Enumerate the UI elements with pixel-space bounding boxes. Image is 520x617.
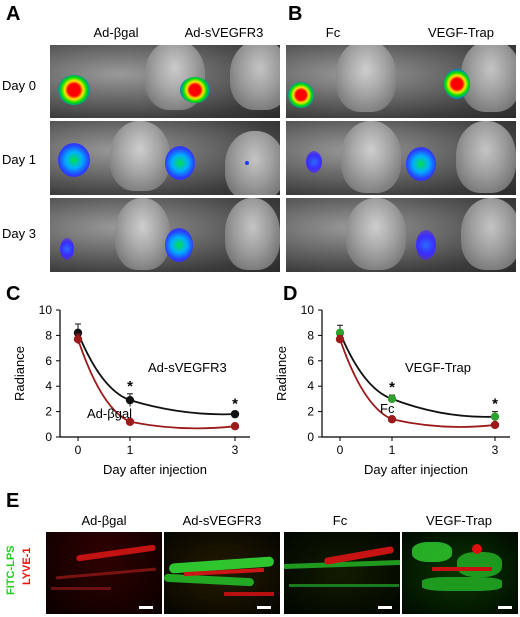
- fluorescence-image-fc: [284, 532, 400, 614]
- x-tick-label: 1: [127, 443, 134, 457]
- column-label-ad-bgal: Ad-βgal: [93, 25, 139, 40]
- y-axis-label: Radiance: [274, 346, 289, 401]
- y-tick-label: 10: [39, 303, 53, 317]
- significance-star: *: [232, 396, 238, 413]
- x-tick-label: 3: [232, 443, 239, 457]
- fluorescence-image-ad-bgal: [46, 532, 162, 614]
- column-label-vegf-trap: VEGF-Trap: [428, 25, 494, 40]
- panel-letter-d: D: [283, 283, 298, 305]
- column-label-e-fc: Fc: [332, 513, 348, 528]
- image-tile-a-day1: [50, 121, 280, 195]
- x-tick-label: 0: [75, 443, 82, 457]
- y-tick-label: 4: [45, 379, 52, 393]
- data-point: [73, 335, 83, 344]
- data-point: [490, 412, 500, 421]
- y-axis-label: Radiance: [12, 346, 27, 401]
- data-point: [230, 409, 240, 419]
- fluorescence-image-vegf-trap: [402, 532, 518, 614]
- y-tick-label: 8: [45, 328, 52, 342]
- chart-radiance-c: 0 2 4 6 8 10 0 1 3 Radiance Day after injection Ad-…: [12, 303, 250, 477]
- scale-bar: [257, 606, 271, 609]
- row-label-day-0: Day 0: [2, 78, 36, 93]
- column-label-e-ad-svegfr3: Ad-sVEGFR3: [182, 513, 262, 528]
- x-axis-label: Day after injection: [364, 462, 468, 477]
- scale-bar: [498, 606, 512, 609]
- x-tick-label: 1: [389, 443, 396, 457]
- column-label-fc: Fc: [325, 25, 341, 40]
- column-label-e-vegf-trap: VEGF-Trap: [426, 513, 492, 528]
- y-tick-label: 0: [307, 430, 314, 444]
- scale-bar: [139, 606, 153, 609]
- significance-star: *: [389, 379, 395, 396]
- image-tile-b-day3: [286, 198, 516, 272]
- data-point: [73, 328, 83, 338]
- series-label: Fc: [380, 401, 395, 416]
- y-tick-label: 4: [307, 379, 314, 393]
- row-label-day-3: Day 3: [2, 226, 36, 241]
- data-point: [387, 394, 397, 404]
- x-axis-label: Day after injection: [103, 462, 207, 477]
- chart-radiance-d: 0 2 4 6 8 10 0 1 3 Radiance Day after injection VEG…: [274, 303, 510, 477]
- data-point: [125, 417, 135, 426]
- stain-label-fitc-lps: FITC-LPS: [5, 545, 17, 596]
- panel-letter-e: E: [6, 490, 20, 512]
- image-tile-b-day1: [286, 121, 516, 195]
- x-tick-label: 0: [337, 443, 344, 457]
- series-line: [339, 338, 496, 428]
- significance-star: *: [492, 396, 498, 413]
- panel-letter-c: C: [6, 283, 21, 305]
- y-tick-label: 6: [307, 354, 314, 368]
- y-tick-label: 8: [307, 328, 314, 342]
- data-point: [230, 422, 240, 431]
- series-label: Ad-sVEGFR3: [148, 360, 227, 375]
- image-tile-b-day0: [286, 45, 516, 118]
- image-tile-a-day0: [50, 45, 280, 118]
- y-tick-label: 2: [307, 405, 314, 419]
- series-label: VEGF-Trap: [405, 360, 471, 375]
- column-label-e-ad-bgal: Ad-βgal: [81, 513, 127, 528]
- y-tick-label: 10: [301, 303, 315, 317]
- series-label: Ad-βgal: [87, 406, 132, 421]
- y-tick-label: 0: [45, 430, 52, 444]
- image-tile-a-day3: [50, 198, 280, 272]
- data-point: [125, 395, 135, 405]
- panel-letter-a: A: [6, 3, 21, 25]
- significance-star: *: [127, 378, 133, 395]
- data-point: [490, 420, 500, 430]
- data-point: [335, 335, 345, 344]
- fluorescence-image-ad-svegfr3: [164, 532, 280, 614]
- x-tick-label: 3: [492, 443, 499, 457]
- column-label-ad-svegfr3: Ad-sVEGFR3: [184, 25, 264, 40]
- scale-bar: [378, 606, 392, 609]
- y-tick-label: 2: [45, 405, 52, 419]
- row-label-day-1: Day 1: [2, 152, 36, 167]
- stain-label-lyve-1: LYVE-1: [21, 547, 33, 585]
- y-tick-label: 6: [45, 354, 52, 368]
- data-point: [387, 415, 397, 424]
- panel-letter-b: B: [288, 3, 303, 25]
